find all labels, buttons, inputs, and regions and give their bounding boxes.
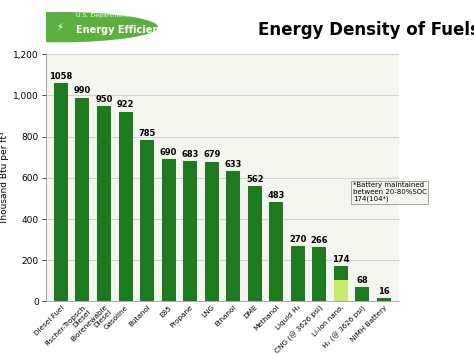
Bar [334, 266, 348, 280]
Text: 633: 633 [225, 160, 242, 169]
Bar [183, 161, 197, 301]
Text: 16: 16 [378, 287, 390, 296]
Bar [118, 111, 133, 301]
Text: *Battery maintained
between 20-80%SOC
174(104*): *Battery maintained between 20-80%SOC 17… [353, 182, 427, 202]
Circle shape [0, 12, 158, 42]
Bar [140, 140, 154, 301]
Text: 174: 174 [332, 255, 350, 263]
Text: 1058: 1058 [49, 72, 73, 81]
Y-axis label: Thousand Btu per ft³: Thousand Btu per ft³ [0, 131, 9, 225]
Text: 562: 562 [246, 175, 264, 184]
Bar [312, 247, 327, 301]
Text: 690: 690 [160, 148, 177, 157]
Bar [54, 83, 68, 301]
Bar [334, 280, 348, 301]
Bar [205, 162, 219, 301]
Bar [75, 98, 90, 301]
Text: 68: 68 [356, 276, 368, 285]
Text: U.S. Department of Energy: U.S. Department of Energy [76, 13, 161, 18]
Bar [377, 298, 391, 301]
Text: 266: 266 [310, 236, 328, 245]
Text: 483: 483 [268, 191, 285, 200]
Text: 270: 270 [289, 235, 307, 244]
Text: 990: 990 [74, 87, 91, 95]
Text: Energy Density of Fuels: Energy Density of Fuels [258, 21, 474, 39]
Bar [334, 266, 348, 301]
Text: 683: 683 [182, 150, 199, 159]
Bar [248, 186, 262, 301]
Bar [162, 159, 176, 301]
Text: 785: 785 [138, 129, 156, 138]
Text: 679: 679 [203, 151, 220, 159]
Bar [97, 106, 111, 301]
Text: Bringing you a prosperous future where energy is clean, abundant, reliable, and : Bringing you a prosperous future where e… [76, 42, 299, 47]
Bar [269, 202, 283, 301]
Text: ⚡: ⚡ [56, 22, 63, 32]
Text: 922: 922 [117, 100, 134, 109]
Text: 950: 950 [95, 95, 113, 104]
Bar [226, 171, 240, 301]
Text: Energy Efficiency and Renewable Energy: Energy Efficiency and Renewable Energy [76, 25, 301, 35]
Bar [356, 288, 369, 301]
Bar [291, 246, 305, 301]
